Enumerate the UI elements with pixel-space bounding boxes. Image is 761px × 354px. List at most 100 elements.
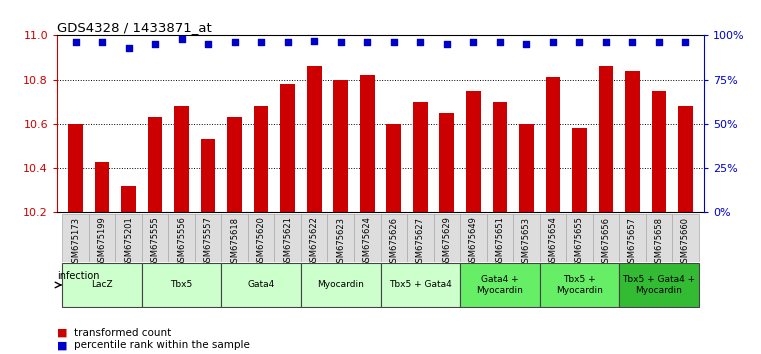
Bar: [333, 80, 348, 212]
FancyBboxPatch shape: [486, 214, 513, 262]
Point: [335, 40, 347, 45]
Bar: [360, 75, 374, 212]
Bar: [121, 186, 136, 212]
Bar: [519, 124, 533, 212]
Point: [414, 40, 426, 45]
Bar: [95, 161, 110, 212]
Point: [546, 40, 559, 45]
FancyBboxPatch shape: [540, 214, 566, 262]
FancyBboxPatch shape: [301, 214, 327, 262]
Text: Gata4: Gata4: [247, 280, 275, 290]
FancyBboxPatch shape: [407, 214, 434, 262]
FancyBboxPatch shape: [62, 263, 142, 307]
FancyBboxPatch shape: [460, 214, 486, 262]
Bar: [280, 84, 295, 212]
FancyBboxPatch shape: [460, 263, 540, 307]
Point: [653, 40, 665, 45]
Point: [361, 40, 374, 45]
FancyBboxPatch shape: [221, 214, 248, 262]
FancyBboxPatch shape: [327, 214, 354, 262]
FancyBboxPatch shape: [168, 214, 195, 262]
Text: GSM675555: GSM675555: [151, 217, 160, 267]
Point: [308, 38, 320, 44]
Point: [626, 40, 638, 45]
FancyBboxPatch shape: [434, 214, 460, 262]
Bar: [254, 106, 269, 212]
FancyBboxPatch shape: [645, 214, 672, 262]
Text: GSM675621: GSM675621: [283, 217, 292, 267]
FancyBboxPatch shape: [672, 214, 699, 262]
Bar: [466, 91, 481, 212]
Point: [123, 45, 135, 51]
FancyBboxPatch shape: [301, 263, 380, 307]
FancyBboxPatch shape: [566, 214, 593, 262]
Point: [467, 40, 479, 45]
Text: GSM675556: GSM675556: [177, 217, 186, 267]
Bar: [201, 139, 215, 212]
FancyBboxPatch shape: [540, 263, 619, 307]
Point: [573, 40, 585, 45]
Bar: [307, 67, 321, 212]
Text: GSM675624: GSM675624: [363, 217, 371, 267]
Point: [680, 40, 692, 45]
Text: GSM675626: GSM675626: [390, 217, 398, 268]
FancyBboxPatch shape: [619, 214, 645, 262]
Point: [96, 40, 108, 45]
FancyBboxPatch shape: [116, 214, 142, 262]
Bar: [413, 102, 428, 212]
Bar: [174, 106, 189, 212]
FancyBboxPatch shape: [248, 214, 275, 262]
Text: transformed count: transformed count: [74, 328, 171, 338]
Text: GDS4328 / 1433871_at: GDS4328 / 1433871_at: [57, 21, 212, 34]
Text: Gata4 +
Myocardin: Gata4 + Myocardin: [476, 275, 524, 295]
Text: GSM675657: GSM675657: [628, 217, 637, 268]
FancyBboxPatch shape: [221, 263, 301, 307]
Text: GSM675627: GSM675627: [416, 217, 425, 268]
Point: [69, 40, 81, 45]
Point: [600, 40, 612, 45]
Text: GSM675629: GSM675629: [442, 217, 451, 267]
FancyBboxPatch shape: [513, 214, 540, 262]
Bar: [599, 67, 613, 212]
Bar: [546, 78, 560, 212]
Text: GSM675651: GSM675651: [495, 217, 505, 267]
FancyBboxPatch shape: [354, 214, 380, 262]
Point: [387, 40, 400, 45]
Text: Tbx5: Tbx5: [170, 280, 193, 290]
FancyBboxPatch shape: [380, 263, 460, 307]
Text: GSM675658: GSM675658: [654, 217, 664, 268]
Text: percentile rank within the sample: percentile rank within the sample: [74, 340, 250, 350]
Text: GSM675173: GSM675173: [71, 217, 80, 268]
FancyBboxPatch shape: [593, 214, 619, 262]
Text: GSM675557: GSM675557: [204, 217, 212, 267]
FancyBboxPatch shape: [62, 214, 89, 262]
Text: GSM675622: GSM675622: [310, 217, 319, 267]
Text: GSM675660: GSM675660: [681, 217, 690, 268]
Point: [149, 41, 161, 47]
Bar: [148, 117, 162, 212]
Bar: [651, 91, 666, 212]
FancyBboxPatch shape: [619, 263, 699, 307]
FancyBboxPatch shape: [275, 214, 301, 262]
Text: GSM675649: GSM675649: [469, 217, 478, 267]
Point: [494, 40, 506, 45]
FancyBboxPatch shape: [142, 214, 168, 262]
Text: GSM675656: GSM675656: [601, 217, 610, 268]
Bar: [68, 124, 83, 212]
Text: GSM675653: GSM675653: [522, 217, 531, 268]
FancyBboxPatch shape: [142, 263, 221, 307]
FancyBboxPatch shape: [89, 214, 116, 262]
Text: Tbx5 + Gata4 +
Myocardin: Tbx5 + Gata4 + Myocardin: [622, 275, 696, 295]
Point: [176, 36, 188, 42]
Point: [282, 40, 294, 45]
Text: infection: infection: [57, 271, 100, 281]
Text: GSM675201: GSM675201: [124, 217, 133, 267]
Text: Tbx5 + Gata4: Tbx5 + Gata4: [389, 280, 451, 290]
Text: GSM675620: GSM675620: [256, 217, 266, 267]
Bar: [572, 128, 587, 212]
Point: [441, 41, 453, 47]
Bar: [228, 117, 242, 212]
Text: Myocardin: Myocardin: [317, 280, 365, 290]
FancyBboxPatch shape: [195, 214, 221, 262]
Bar: [492, 102, 507, 212]
